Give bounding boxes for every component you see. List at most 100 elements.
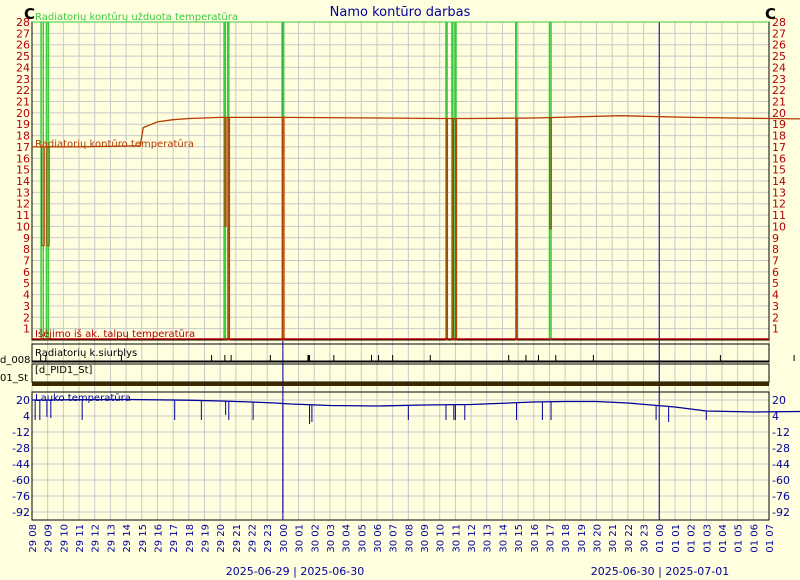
bottom-y-tick-right: -12 [772,426,790,439]
x-tick-label: 30 13 [483,524,494,553]
legend-outlet-temp: Išėjimo iš ak. talpų temperatūra [35,328,195,340]
y-tick-right: 4 [772,289,779,302]
bottom-y-tick-right: -60 [772,474,790,487]
bottom-y-tick-right: -76 [772,490,790,503]
x-tick-label: 01 03 [702,524,713,553]
radiator-temp-dip [549,117,552,230]
x-tick-label: 30 07 [389,524,400,553]
x-tick-label: 29 15 [138,524,149,553]
y-tick-left: 8 [23,243,30,256]
y-tick-right: 24 [772,61,786,74]
x-tick-label: 30 19 [577,524,588,553]
bottom-y-tick-right: -44 [772,458,790,471]
bottom-y-tick-left: -76 [12,490,30,503]
y-tick-left: 17 [16,141,30,154]
y-tick-left: 15 [16,164,30,177]
radiator-temp-dip [41,146,45,247]
y-tick-right: 27 [772,27,786,40]
y-tick-right: 1 [772,323,779,336]
x-tick-label: 30 17 [545,524,556,553]
y-tick-right: 19 [772,118,786,131]
x-tick-label: 01 00 [655,524,666,553]
x-tick-label: 30 04 [342,524,353,553]
radiator-temp-dip [46,146,50,247]
y-tick-left: 28 [16,16,30,29]
series-layer [32,21,800,520]
x-tick-label: 29 08 [28,524,39,553]
x-tick-label: 30 23 [640,524,651,553]
y-tick-left: 6 [23,266,30,279]
radiator-temp-dip [445,118,449,341]
x-tick-label: 30 15 [514,524,525,553]
x-tick-label: 30 08 [404,524,415,553]
bottom-y-tick-right: -92 [772,506,790,519]
x-tick-label: 01 05 [734,524,745,553]
legend-outdoor-temp: Lauko temperatūra [35,393,131,404]
x-tick-label: 29 23 [263,524,274,553]
y-tick-right: 15 [772,164,786,177]
legend-pid: [d_PID1_St] [35,365,93,376]
x-tick-label: 29 17 [169,524,180,553]
radiator-temp-dip [454,118,458,341]
x-tick-label: 30 16 [530,524,541,553]
y-tick-right: 9 [772,232,779,245]
x-tick-label: 29 13 [106,524,117,553]
radiator-temp-line [32,115,800,148]
x-tick-label: 30 02 [310,524,321,553]
radiator-temp-dip [224,117,227,227]
bottom-y-tick-left: 20 [16,394,30,407]
y-tick-right: 17 [772,141,786,154]
left-unit-label: C [24,5,35,23]
x-tick-label: 30 10 [436,524,447,553]
bottom-y-tick-right: 4 [772,410,779,423]
y-tick-right: 10 [772,220,786,233]
y-tick-right: 16 [772,152,786,165]
x-tick-label: 30 01 [295,524,306,553]
y-tick-left: 7 [23,255,30,268]
label-pid-st: 01_St [0,373,28,384]
y-tick-left: 12 [16,198,30,211]
radiator-temp-dip [451,118,455,341]
outdoor-temp-line [32,398,800,413]
right-unit-label: C [765,5,776,23]
x-tick-label: 29 16 [153,524,164,553]
x-tick-label: 30 00 [279,524,290,553]
y-tick-left: 4 [23,289,30,302]
y-tick-right: 23 [772,73,786,86]
y-tick-left: 25 [16,50,30,63]
day-separator-label-2: 2025-06-30 | 2025-07-01 [591,565,730,578]
x-tick-label: 29 20 [216,524,227,553]
bottom-y-tick-left: -28 [12,442,30,455]
radiator-temp-dip [515,118,518,341]
y-tick-left: 11 [16,209,30,222]
x-tick-label: 30 09 [420,524,431,553]
y-tick-right: 6 [772,266,779,279]
x-tick-label: 30 06 [373,524,384,553]
y-tick-left: 22 [16,84,30,97]
x-tick-label: 29 19 [200,524,211,553]
legend-radiator-temp: Radiatorių kontūro temperatūra [35,139,194,150]
x-tick-label: 29 09 [44,524,55,553]
pump-panel-frame [31,343,770,363]
bottom-y-tick-left: -44 [12,458,30,471]
y-tick-left: 20 [16,107,30,120]
y-tick-right: 22 [772,84,786,97]
y-tick-left: 1 [23,323,30,336]
y-tick-right: 8 [772,243,779,256]
y-tick-left: 19 [16,118,30,131]
x-tick-label: 29 21 [232,524,243,553]
grid [31,21,770,520]
y-tick-right: 28 [772,16,786,29]
x-tick-label: 29 14 [122,524,133,553]
y-tick-left: 16 [16,152,30,165]
bottom-y-tick-left: -92 [12,506,30,519]
pid-status-bar [32,382,769,386]
y-tick-left: 10 [16,220,30,233]
y-tick-left: 27 [16,27,30,40]
radiator-temp-dip [282,117,285,341]
x-tick-label: 29 10 [59,524,70,553]
x-tick-label: 29 12 [91,524,102,553]
y-tick-right: 2 [772,311,779,324]
x-tick-label: 01 07 [765,524,776,553]
